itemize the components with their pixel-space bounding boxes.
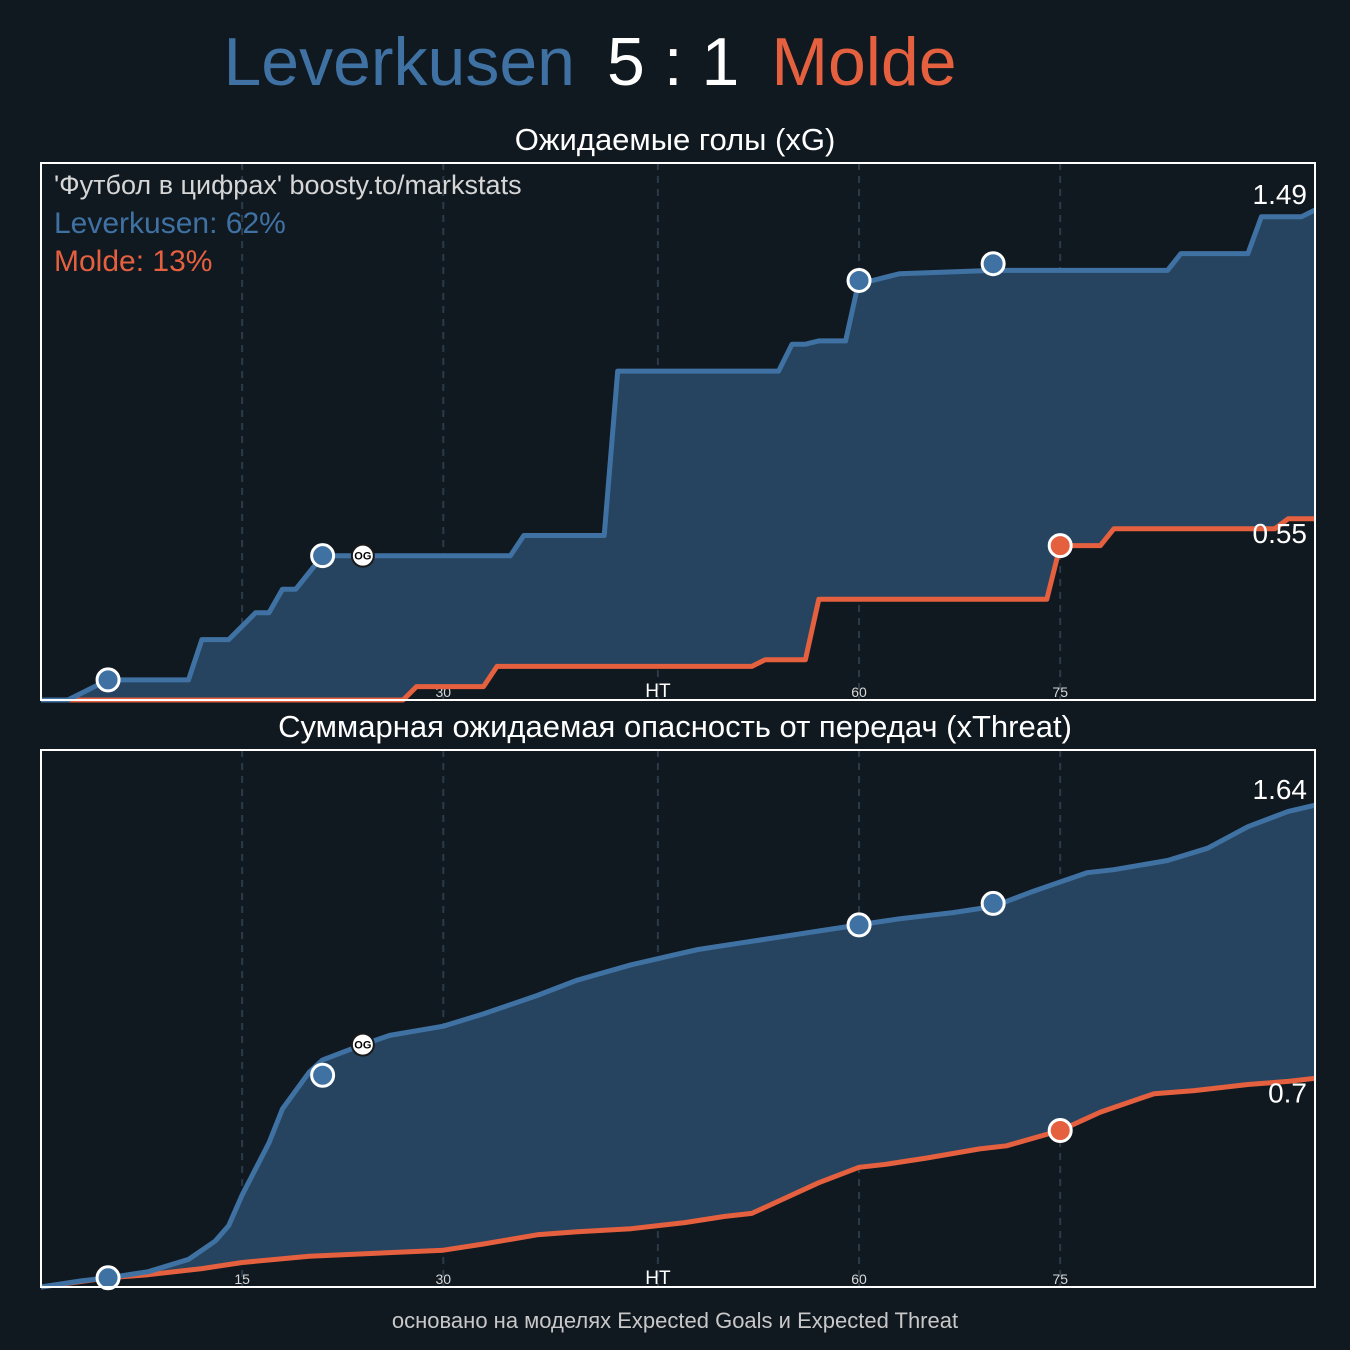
xg-chart-title: Ожидаемые голы (xG): [514, 122, 836, 157]
xthreat-line-leverkusen: [40, 802, 1316, 1290]
home-team-name: Leverkusen: [223, 24, 575, 100]
xthreat-tick-label: 60: [851, 1271, 867, 1287]
xthreat-home-total-label: 1.64: [1253, 774, 1308, 805]
xthreat-tick-label: 75: [1052, 1271, 1068, 1287]
match-header: Leverkusen 5 : 1 Molde: [0, 28, 1180, 96]
xthreat-goal-marker-home: [980, 890, 1006, 916]
xthreat-line-molde: [40, 1075, 1316, 1290]
xthreat-tick-label: HT: [645, 1268, 671, 1289]
xg-away-total-label: 0.55: [1253, 518, 1308, 549]
xthreat-goal-marker-away: [1047, 1118, 1073, 1144]
xg-difference-area: [41, 210, 1315, 700]
xthreat-goal-marker-home: [846, 912, 872, 938]
xg-home-total-label: 1.49: [1253, 179, 1308, 210]
xthreat-frame: [40, 749, 1316, 1288]
xthreat-tick-label: 30: [436, 1271, 452, 1287]
xg-tick-label: 60: [851, 684, 867, 700]
xthreat-away-total-label: 0.7: [1268, 1077, 1307, 1108]
xg-own-goal-label: OG: [354, 551, 371, 563]
legend-away: Molde: 13%: [54, 245, 213, 278]
xthreat-chart-title: Суммарная ожидаемая опасность от передач…: [278, 709, 1072, 744]
xg-tick-label: HT: [645, 681, 671, 702]
xg-goal-marker-away: [1047, 533, 1073, 559]
xthreat-goal-marker-home: [95, 1265, 121, 1291]
xg-line-leverkusen: [41, 207, 1317, 703]
xg-own-goal-marker: [350, 543, 375, 568]
xthreat-tick-label: 15: [234, 1271, 250, 1287]
xg-goal-marker-home: [95, 667, 121, 693]
xg-goal-marker-home: [846, 267, 872, 293]
xg-line-molde: [41, 516, 1315, 703]
legend-home: Leverkusen: 62%: [54, 207, 286, 240]
xg-goal-marker-home: [310, 543, 336, 569]
credit-text: 'Футбол в цифрах' boosty.to/markstats: [54, 170, 522, 200]
footer-note: основано на моделях Expected Goals и Exp…: [391, 1308, 959, 1333]
xthreat-goal-marker-home: [310, 1062, 336, 1088]
xthreat-difference-area: [41, 805, 1315, 1287]
xg-frame: [40, 162, 1316, 701]
away-team-name: Molde: [771, 24, 957, 100]
match-score: 5 : 1: [607, 24, 740, 100]
xthreat-own-goal-label: OG: [354, 1040, 371, 1052]
xthreat-own-goal-marker: [350, 1032, 375, 1057]
legend: 'Футбол в цифрах' boosty.to/markstats Le…: [54, 170, 522, 279]
xthreat-chart: 15 30 HT 60 75 OG 1.64 0.7: [40, 749, 1316, 1291]
xg-tick-label: 75: [1052, 684, 1068, 700]
xg-goal-marker-home: [980, 251, 1006, 277]
